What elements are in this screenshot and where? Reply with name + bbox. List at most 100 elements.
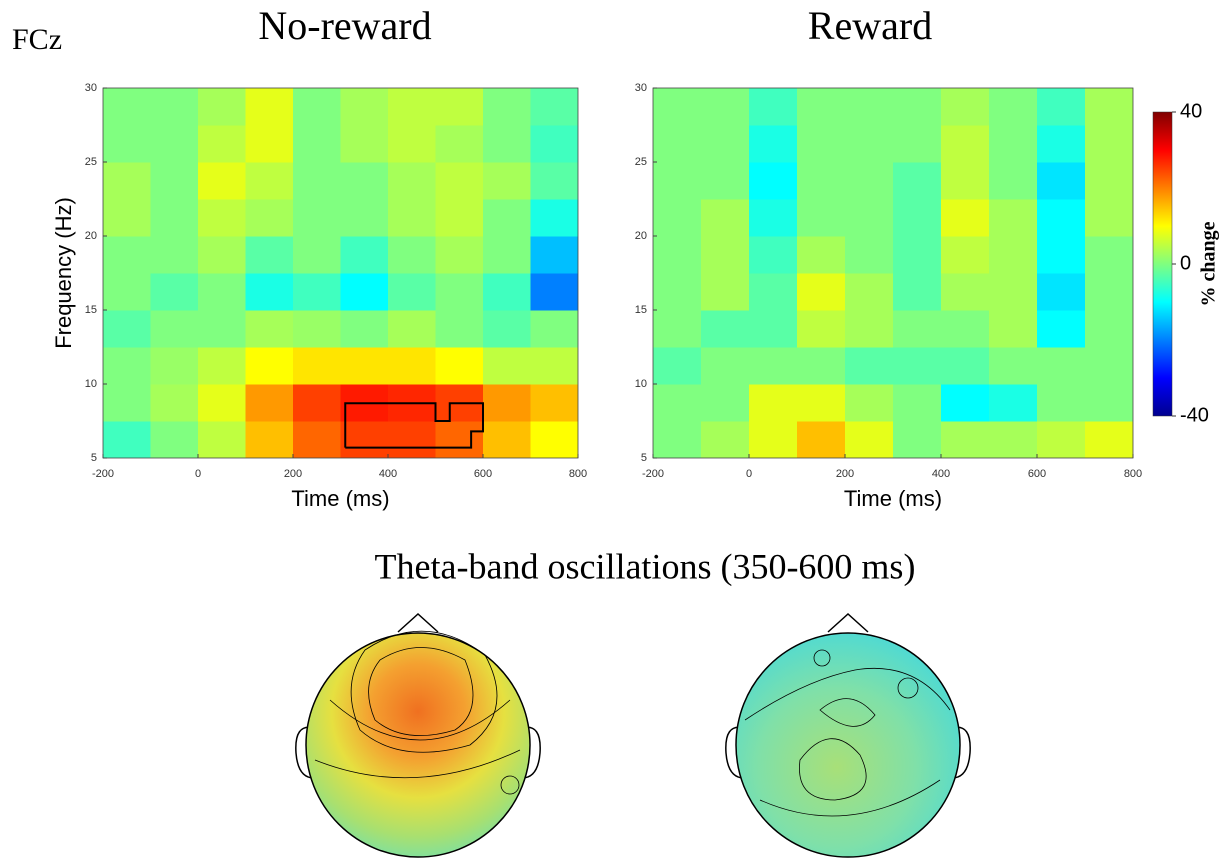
heatmap-cell: [293, 310, 341, 348]
heatmap-cell: [103, 88, 151, 126]
heatmap-cell: [198, 347, 246, 385]
heatmap-cell: [749, 310, 798, 348]
heatmap-cell: [653, 125, 702, 163]
section-title: Theta-band oscillations (350-600 ms): [375, 546, 916, 586]
heatmap-cell: [797, 421, 846, 459]
x-tick-label: 0: [746, 468, 752, 480]
colorbar-tick-label: 0: [1180, 252, 1191, 274]
heatmap-cell: [797, 347, 846, 385]
topomap-reward: [726, 614, 970, 857]
heatmap-cell: [198, 162, 246, 200]
heatmap-cell: [341, 310, 389, 348]
heatmap-cell: [989, 162, 1038, 200]
heatmap-cell: [483, 88, 531, 126]
heatmap-cell: [151, 421, 199, 459]
heatmap-cell: [749, 162, 798, 200]
heatmap-cell: [941, 310, 990, 348]
heatmap-cell: [989, 347, 1038, 385]
heatmap-cell: [198, 236, 246, 274]
heatmap-cell: [749, 125, 798, 163]
heatmap-cell: [341, 273, 389, 311]
heatmap-cell: [1085, 310, 1134, 348]
heatmap: -200020040060080051015202530RewardTime (…: [635, 3, 1142, 511]
heatmap-cell: [845, 88, 894, 126]
heatmap-cell: [436, 88, 484, 126]
heatmap-cell: [531, 162, 579, 200]
heatmap-cell: [531, 421, 579, 459]
heatmap-cell: [749, 347, 798, 385]
page: FCz Theta-band oscillations (350-600 ms)…: [0, 0, 1230, 860]
y-tick-label: 30: [635, 82, 647, 94]
heatmap-cell: [989, 273, 1038, 311]
y-tick-label: 15: [85, 304, 97, 316]
heatmap-cell: [436, 125, 484, 163]
heatmap-cell: [797, 236, 846, 274]
heatmap-cell: [293, 384, 341, 422]
heatmap-cell: [893, 199, 942, 237]
heatmap-cell: [436, 236, 484, 274]
heatmap-cell: [388, 199, 436, 237]
heatmap-cell: [941, 236, 990, 274]
heatmap-cell: [989, 88, 1038, 126]
y-tick-label: 25: [85, 156, 97, 168]
heatmap-cell: [388, 88, 436, 126]
heatmap-cell: [1085, 162, 1134, 200]
heatmap-cell: [701, 125, 750, 163]
heatmap-cell: [531, 347, 579, 385]
heatmap-cell: [436, 162, 484, 200]
heatmap-cell: [341, 162, 389, 200]
heatmap-cell: [1085, 273, 1134, 311]
heatmap-cell: [246, 88, 294, 126]
heatmap-cell: [246, 236, 294, 274]
heatmap-cell: [483, 421, 531, 459]
y-tick-label: 30: [85, 82, 97, 94]
cells: [653, 88, 1134, 459]
heatmap-cell: [246, 347, 294, 385]
heatmap-cell: [653, 162, 702, 200]
heatmap-cell: [198, 125, 246, 163]
heatmap-cell: [483, 273, 531, 311]
heatmap-cell: [845, 384, 894, 422]
heatmap-cell: [701, 273, 750, 311]
heatmap-cell: [103, 421, 151, 459]
heatmap-cell: [531, 236, 579, 274]
y-tick-label: 20: [635, 230, 647, 242]
y-tick-label: 5: [641, 452, 647, 464]
heatmap-cell: [341, 199, 389, 237]
heatmap-cell: [845, 236, 894, 274]
x-tick-label: 0: [195, 468, 201, 480]
heatmap-cell: [531, 310, 579, 348]
heatmap-cell: [151, 347, 199, 385]
heatmap-cell: [893, 421, 942, 459]
heatmap-cell: [531, 88, 579, 126]
heatmap-cell: [893, 162, 942, 200]
heatmap-cell: [749, 199, 798, 237]
heatmap-cell: [845, 310, 894, 348]
heatmap-cell: [653, 273, 702, 311]
heatmap-cell: [151, 273, 199, 311]
x-tick-label: 600: [1028, 468, 1046, 480]
heatmap-cell: [797, 162, 846, 200]
heatmap-cell: [436, 421, 484, 459]
heatmap-cell: [797, 384, 846, 422]
heatmap-cell: [893, 273, 942, 311]
heatmap-cell: [151, 162, 199, 200]
heatmap-cell: [483, 125, 531, 163]
heatmap-cell: [388, 273, 436, 311]
heatmap-cell: [103, 384, 151, 422]
heatmap-cell: [293, 125, 341, 163]
heatmap-cell: [1037, 310, 1086, 348]
heatmap-cell: [797, 199, 846, 237]
heatmap-cell: [893, 125, 942, 163]
heatmap-cell: [1085, 236, 1134, 274]
colorbar-tick-label: -40: [1180, 404, 1209, 426]
heatmap-cell: [653, 347, 702, 385]
heatmap-cell: [483, 347, 531, 385]
heatmap-cell: [103, 310, 151, 348]
heatmap-cell: [989, 199, 1038, 237]
heatmap-cell: [103, 199, 151, 237]
heatmap-cell: [341, 347, 389, 385]
heatmap-cell: [1037, 384, 1086, 422]
heatmap-cell: [989, 421, 1038, 459]
heatmap-cell: [103, 347, 151, 385]
